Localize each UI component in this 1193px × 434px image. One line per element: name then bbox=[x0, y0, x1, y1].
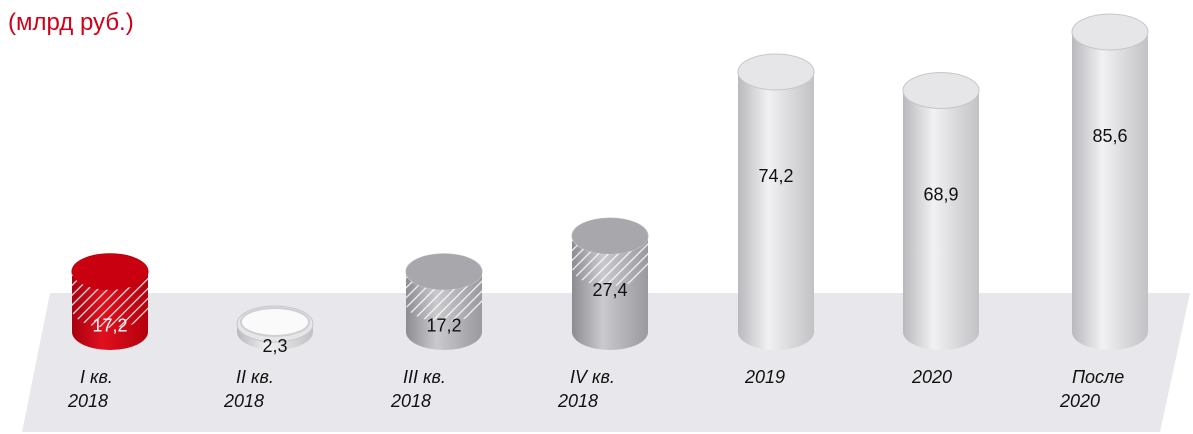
bar-hatch bbox=[572, 235, 648, 286]
bar-top-inner bbox=[240, 306, 310, 337]
bar-top-cap bbox=[572, 217, 648, 254]
category-label: II кв. bbox=[236, 367, 274, 387]
bar: 74,2 bbox=[737, 53, 815, 350]
bar: 17,2 bbox=[405, 253, 483, 350]
category-label: 2018 bbox=[390, 391, 431, 411]
category-label: 2018 bbox=[223, 391, 264, 411]
category-label: IV кв. bbox=[570, 367, 615, 387]
data-label: 17,2 bbox=[426, 316, 461, 336]
bar: 2,3 bbox=[236, 305, 314, 356]
chart-title-units: (млрд руб.) bbox=[8, 9, 134, 36]
category-label: После bbox=[1072, 367, 1124, 387]
bar-top bbox=[737, 53, 815, 91]
data-label: 68,9 bbox=[923, 185, 958, 205]
data-label: 27,4 bbox=[592, 280, 627, 300]
chart-floor bbox=[22, 293, 1190, 432]
category-label: I кв. bbox=[80, 367, 113, 387]
category-label: 2018 bbox=[67, 391, 108, 411]
category-label: III кв. bbox=[403, 367, 446, 387]
data-label: 85,6 bbox=[1092, 126, 1127, 146]
category-label: 2020 bbox=[1059, 391, 1100, 411]
bar: 27,4 bbox=[571, 217, 649, 350]
bar-top-cap bbox=[406, 253, 482, 290]
bar-body bbox=[738, 71, 814, 350]
bar-hatch bbox=[406, 271, 482, 322]
bar-top bbox=[902, 72, 980, 110]
bar-body bbox=[1072, 32, 1148, 350]
bar-top-cap bbox=[72, 253, 148, 290]
bar-body bbox=[903, 90, 979, 350]
bar: 68,9 bbox=[902, 72, 980, 350]
bar: 17,2 bbox=[71, 253, 149, 350]
category-label: 2020 bbox=[911, 367, 952, 387]
data-label: 74,2 bbox=[758, 166, 793, 186]
category-label: 2019 bbox=[744, 367, 785, 387]
bar: 85,6 bbox=[1071, 13, 1149, 350]
category-label: 2018 bbox=[557, 391, 598, 411]
bar-top bbox=[1071, 13, 1149, 51]
data-label: 17,2 bbox=[92, 316, 127, 336]
bar-hatch bbox=[72, 271, 148, 328]
data-label: 2,3 bbox=[262, 336, 287, 356]
